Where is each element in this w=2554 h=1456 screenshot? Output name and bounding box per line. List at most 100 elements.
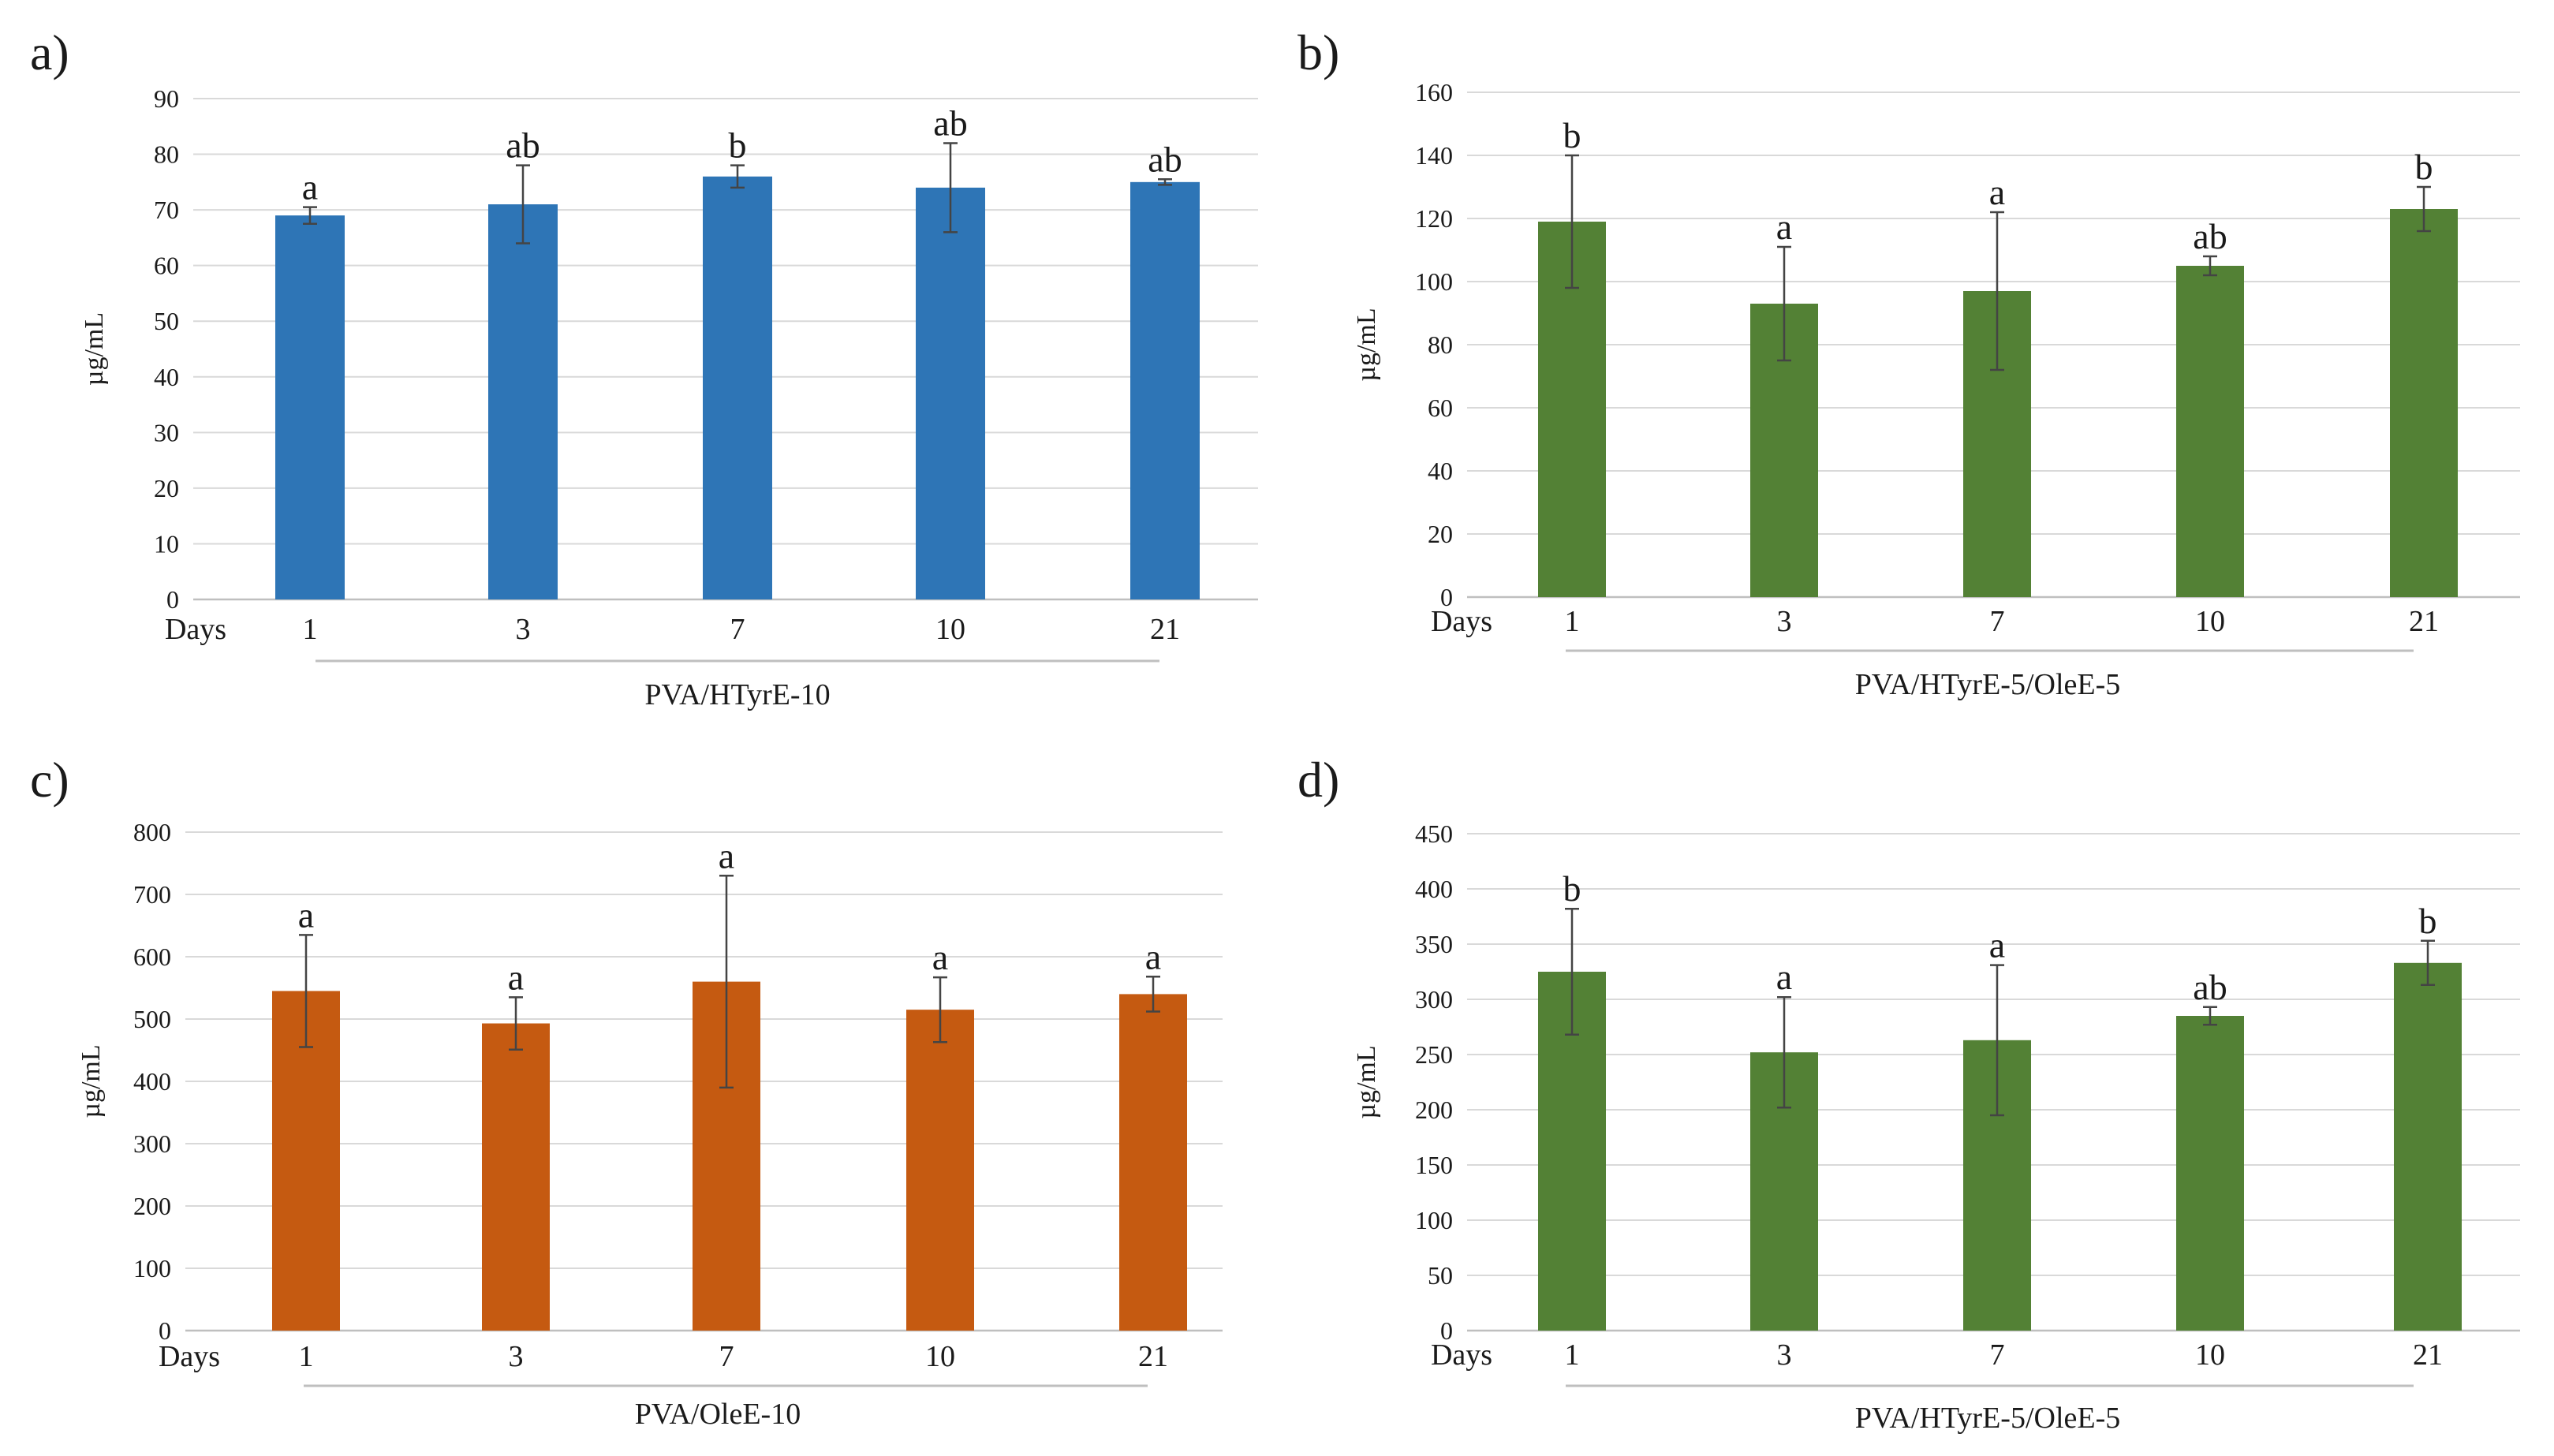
y-tick-label: 10 xyxy=(154,529,179,558)
y-tick-label: 70 xyxy=(154,196,179,224)
bar xyxy=(916,187,985,599)
significance-label: a xyxy=(298,894,314,935)
x-axis-days-label: Days xyxy=(165,613,226,646)
panel-letter: c) xyxy=(30,752,69,808)
significance-label: a xyxy=(1989,925,2005,965)
x-category-label: 7 xyxy=(1990,1338,2005,1372)
y-tick-label: 350 xyxy=(1415,930,1453,958)
significance-label: a xyxy=(1776,207,1792,247)
bar xyxy=(482,1023,550,1331)
significance-label: b xyxy=(729,125,747,166)
bar xyxy=(2176,266,2244,597)
y-axis-label: µg/mL xyxy=(1352,1045,1381,1118)
x-category-label: 10 xyxy=(2195,605,2225,638)
significance-label: a xyxy=(1145,936,1161,976)
y-tick-label: 20 xyxy=(1428,520,1453,548)
y-tick-label: 450 xyxy=(1415,819,1453,848)
significance-label: ab xyxy=(2193,216,2227,256)
significance-label: a xyxy=(1989,172,2005,212)
significance-label: a xyxy=(719,835,734,875)
x-category-label: 7 xyxy=(1990,605,2005,638)
y-tick-label: 700 xyxy=(133,880,171,909)
bar xyxy=(1119,994,1187,1331)
group-label: PVA/HTyrE-5/OleE-5 xyxy=(1855,668,2121,701)
significance-label: ab xyxy=(506,125,540,166)
x-category-label: 7 xyxy=(730,613,745,646)
y-tick-label: 160 xyxy=(1415,78,1453,106)
y-tick-label: 20 xyxy=(154,474,179,502)
y-tick-label: 90 xyxy=(154,84,179,113)
x-axis-days-label: Days xyxy=(159,1340,220,1373)
y-tick-label: 200 xyxy=(1415,1096,1453,1124)
y-tick-label: 800 xyxy=(133,818,171,846)
panel-letter: b) xyxy=(1298,24,1339,80)
y-tick-label: 400 xyxy=(1415,875,1453,903)
chart-panel-3: c) 0 100 200 300 400 500 600 700 800 µg/mL a 1 a 3 a 7 a 1… xyxy=(30,752,1223,1431)
y-tick-label: 60 xyxy=(154,252,179,280)
y-tick-label: 140 xyxy=(1415,141,1453,170)
significance-label: b xyxy=(2419,901,2437,941)
y-tick-label: 200 xyxy=(133,1192,171,1220)
x-category-label: 3 xyxy=(509,1340,524,1373)
x-category-label: 10 xyxy=(935,613,965,646)
y-tick-label: 100 xyxy=(133,1254,171,1282)
panel-letter: a) xyxy=(30,24,69,80)
bar xyxy=(275,215,345,599)
x-category-label: 21 xyxy=(2413,1338,2443,1372)
x-category-label: 21 xyxy=(1138,1340,1168,1373)
significance-label: b xyxy=(2415,147,2433,187)
y-tick-label: 50 xyxy=(154,307,179,335)
significance-label: a xyxy=(932,937,948,977)
x-category-label: 7 xyxy=(719,1340,734,1373)
y-tick-label: 250 xyxy=(1415,1040,1453,1069)
significance-label: b xyxy=(1563,115,1581,155)
y-tick-label: 50 xyxy=(1428,1261,1453,1290)
x-category-label: 21 xyxy=(2409,605,2439,638)
significance-label: ab xyxy=(933,103,967,143)
bar xyxy=(1130,181,1200,600)
x-category-label: 3 xyxy=(1777,605,1792,638)
y-axis-label: µg/mL xyxy=(77,1044,106,1118)
y-tick-label: 0 xyxy=(159,1316,171,1345)
x-axis-days-label: Days xyxy=(1431,1338,1492,1372)
y-tick-label: 300 xyxy=(1415,985,1453,1014)
significance-label: a xyxy=(302,167,318,207)
x-category-label: 1 xyxy=(299,1340,314,1373)
y-tick-label: 600 xyxy=(133,943,171,971)
y-axis-label: µg/mL xyxy=(80,312,109,386)
chart-panel-2: b) 0 20 40 60 80 100 120 140 160 µg/mL b 1 a 3 a 7 ab 10 b 2… xyxy=(1298,24,2520,701)
x-category-label: 3 xyxy=(516,613,531,646)
bar xyxy=(703,176,772,599)
significance-label: ab xyxy=(2193,967,2227,1007)
y-tick-label: 0 xyxy=(1440,1316,1453,1345)
y-tick-label: 30 xyxy=(154,418,179,446)
bar xyxy=(906,1010,974,1331)
y-tick-label: 0 xyxy=(166,585,179,614)
x-category-label: 1 xyxy=(303,613,318,646)
y-tick-label: 100 xyxy=(1415,267,1453,296)
x-axis-days-label: Days xyxy=(1431,605,1492,638)
y-tick-label: 100 xyxy=(1415,1206,1453,1234)
y-tick-label: 150 xyxy=(1415,1151,1453,1179)
y-tick-label: 80 xyxy=(1428,330,1453,359)
x-category-label: 1 xyxy=(1565,1338,1580,1372)
y-tick-label: 40 xyxy=(1428,457,1453,485)
y-tick-label: 300 xyxy=(133,1129,171,1158)
bar xyxy=(2394,962,2462,1331)
chart-panel-1: a) 0 10 20 30 40 50 60 70 80 90 µg/mL a 1 ab 3 b 7 ab 10 ab 2… xyxy=(30,24,1258,711)
x-category-label: 21 xyxy=(1150,613,1180,646)
x-category-label: 1 xyxy=(1565,605,1580,638)
significance-label: a xyxy=(1776,957,1792,997)
y-tick-label: 80 xyxy=(154,140,179,169)
y-tick-label: 500 xyxy=(133,1005,171,1033)
chart-panel-4: d) 0 50 100 150 200 250 300 350 400 450 µg/mL b 1 a 3 a 7… xyxy=(1298,752,2520,1435)
x-category-label: 3 xyxy=(1777,1338,1792,1372)
panel-letter: d) xyxy=(1298,752,1339,808)
bar xyxy=(2176,1016,2244,1331)
significance-label: a xyxy=(508,957,524,997)
x-category-label: 10 xyxy=(925,1340,955,1373)
y-tick-label: 60 xyxy=(1428,394,1453,422)
y-axis-label: µg/mL xyxy=(1352,308,1381,381)
y-tick-label: 400 xyxy=(133,1067,171,1096)
